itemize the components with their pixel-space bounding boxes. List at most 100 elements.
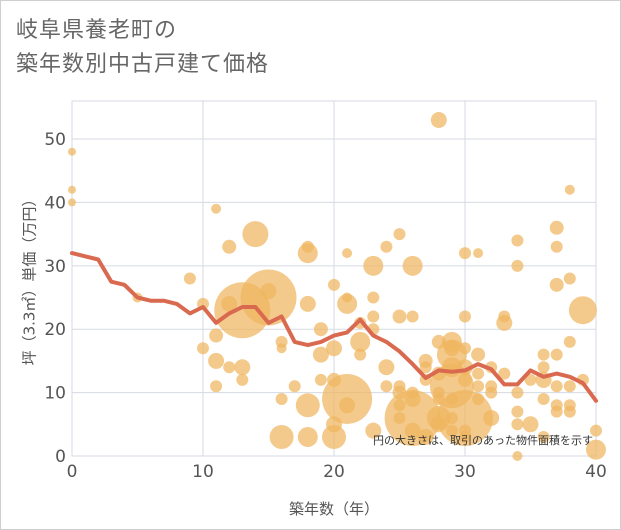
bubble <box>563 335 576 348</box>
bubble <box>459 430 471 443</box>
bubble <box>313 322 328 337</box>
bubble <box>211 203 222 214</box>
chart-title-line1: 岐阜県養老町の <box>16 18 178 43</box>
bubble <box>363 255 384 276</box>
bubble <box>564 184 575 195</box>
bubble <box>471 347 486 362</box>
bubble <box>496 314 513 331</box>
bubble <box>550 380 563 393</box>
bubble <box>419 361 432 374</box>
bubble <box>473 248 484 259</box>
bubble <box>563 405 576 418</box>
bubble <box>459 247 471 260</box>
bubble <box>550 405 563 418</box>
chart-title: 岐阜県養老町の 築年数別中古戸建て価格 <box>16 14 269 82</box>
x-tick-label: 30 <box>454 462 476 482</box>
bubble <box>511 405 524 418</box>
bubble <box>550 348 563 361</box>
bubble <box>354 348 367 361</box>
bubble <box>568 296 597 325</box>
bubble <box>288 380 301 393</box>
y-tick-label: 40 <box>44 193 66 213</box>
bubble <box>459 310 471 323</box>
bubble <box>498 367 511 380</box>
bubble <box>378 359 395 376</box>
bubble <box>242 221 269 248</box>
bubble-layer <box>68 112 606 461</box>
bubble <box>472 392 485 405</box>
bubble <box>210 380 223 393</box>
y-axis-label: 坪（3.3㎡）単価（万円） <box>21 192 39 366</box>
bubble <box>417 428 434 445</box>
bubble <box>380 380 393 393</box>
bubble <box>549 277 564 292</box>
bubble <box>222 239 237 254</box>
bubble <box>483 409 500 426</box>
bubble <box>511 386 524 399</box>
bubble <box>512 451 523 461</box>
bubble <box>511 418 524 431</box>
trend-line <box>70 251 598 403</box>
bubble <box>295 393 320 418</box>
bubble <box>208 352 225 369</box>
bubble <box>459 342 471 355</box>
bubble <box>197 342 209 355</box>
bubble <box>312 346 329 363</box>
y-tick-label: 0 <box>55 447 66 467</box>
bubble <box>183 272 196 285</box>
bubble <box>430 112 447 129</box>
bubble <box>458 372 472 387</box>
bubble <box>367 291 380 304</box>
bubble <box>380 240 393 253</box>
y-tick-label: 20 <box>44 320 66 340</box>
bubble <box>586 439 606 460</box>
bubble <box>68 198 76 207</box>
bubble <box>367 310 380 323</box>
bubble <box>234 359 251 376</box>
bubble <box>322 424 346 449</box>
bubble <box>549 220 564 235</box>
bubble <box>68 147 76 156</box>
y-tick-label: 50 <box>44 130 66 150</box>
bubble <box>299 295 316 312</box>
bubble <box>328 278 340 291</box>
bubble <box>563 380 576 393</box>
x-axis-label: 築年数（年） <box>289 500 379 518</box>
bubble <box>537 392 550 405</box>
trend-layer <box>70 251 598 403</box>
bubble <box>393 228 406 241</box>
y-tick-label: 30 <box>44 257 66 277</box>
bubble <box>350 331 371 352</box>
x-tick-label: 40 <box>585 462 607 482</box>
bubble <box>563 272 576 285</box>
bubble <box>365 422 382 439</box>
x-tick-label: 20 <box>323 462 345 482</box>
bubble <box>472 380 485 393</box>
chart-title-line2: 築年数別中古戸建て価格 <box>16 52 270 77</box>
bubble <box>342 292 353 303</box>
bubble <box>209 328 224 343</box>
bubble <box>339 397 356 414</box>
bubble <box>590 424 602 437</box>
bubble <box>223 361 236 374</box>
bubble <box>236 373 249 386</box>
bubble <box>326 340 342 357</box>
bubble <box>406 310 419 323</box>
bubble <box>537 430 550 443</box>
x-tick-label: 10 <box>192 462 214 482</box>
bubble <box>402 255 423 276</box>
bubble <box>524 373 537 386</box>
bubble <box>511 234 524 247</box>
bubble <box>537 361 550 374</box>
bubble <box>537 348 550 361</box>
bubble <box>275 392 288 405</box>
bubble <box>301 240 314 253</box>
bubble <box>314 373 327 386</box>
x-tick-label: 0 <box>67 462 78 482</box>
axes: 0 10 20 30 40 0 10 20 30 40 50 <box>44 130 606 482</box>
bubble <box>392 309 407 324</box>
size-annotation: 円の大きさは、取引のあった物件面積を示す <box>373 433 593 447</box>
bubble <box>276 343 287 354</box>
y-tick-label: 10 <box>44 384 66 404</box>
